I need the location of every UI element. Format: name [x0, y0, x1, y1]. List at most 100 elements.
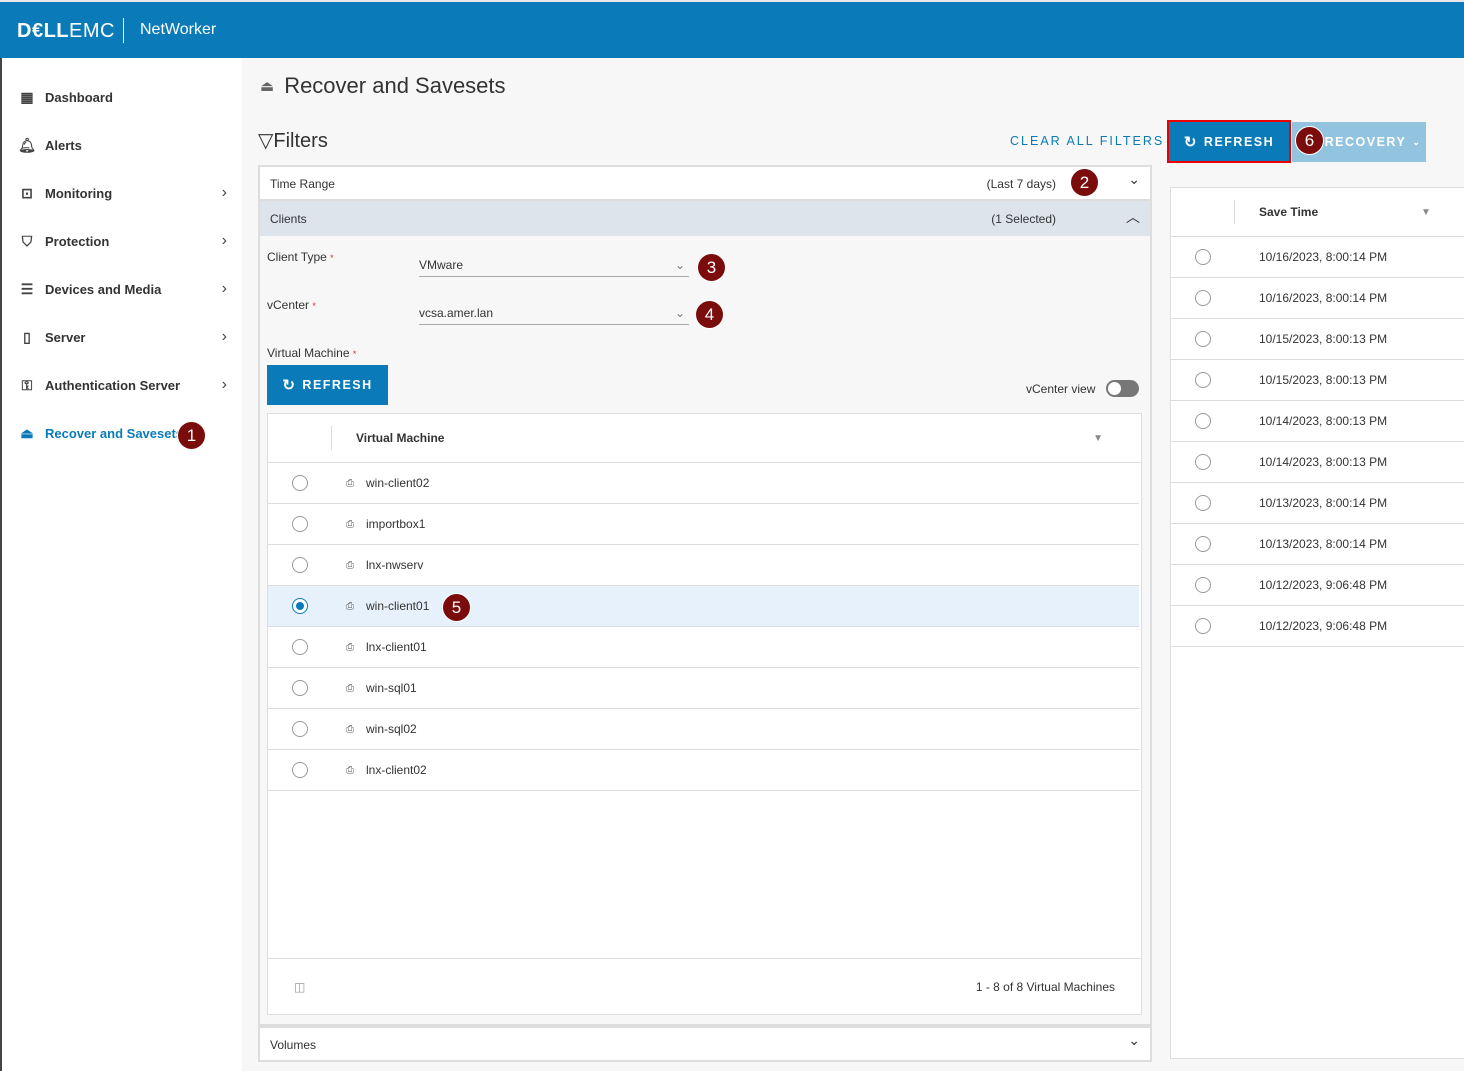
row-radio[interactable]	[292, 598, 308, 614]
vm-table-header: Virtual Machine ▼	[268, 414, 1141, 463]
chevron-down-icon[interactable]: ⌄	[1128, 171, 1140, 187]
sidebar-item-authentication-server[interactable]: ⚿ Authentication Server ›	[17, 373, 227, 397]
row-radio[interactable]	[1195, 577, 1211, 593]
save-time: 10/16/2023, 8:00:14 PM	[1259, 291, 1388, 305]
save-time: 10/15/2023, 8:00:13 PM	[1259, 373, 1388, 387]
auth-server-icon: ⚿	[21, 376, 33, 393]
row-radio[interactable]	[1195, 249, 1211, 265]
save-time: 10/16/2023, 8:00:14 PM	[1259, 250, 1388, 264]
column-chooser-icon[interactable]: ◫	[294, 979, 306, 994]
table-row[interactable]: ⎙ lnx-client02	[268, 750, 1139, 791]
volumes-label: Volumes	[270, 1038, 317, 1052]
row-radio[interactable]	[292, 475, 308, 491]
vm-icon: ⎙	[346, 723, 354, 735]
vm-name: win-client01	[366, 599, 430, 613]
filter-icon: ▽	[258, 130, 274, 152]
sidebar-item-label: Recover and Savesets	[45, 425, 184, 441]
vm-name: win-client02	[366, 476, 430, 490]
refresh-button[interactable]: ↻ REFRESH	[1167, 120, 1291, 163]
table-row[interactable]: ⎙ win-sql01	[268, 668, 1139, 709]
table-row[interactable]: 10/13/2023, 8:00:14 PM	[1171, 483, 1464, 524]
table-row[interactable]: 10/15/2023, 8:00:13 PM	[1171, 319, 1464, 360]
table-row[interactable]: 10/15/2023, 8:00:13 PM	[1171, 360, 1464, 401]
virtual-machine-label: Virtual Machine *	[267, 346, 357, 360]
table-row[interactable]: 10/14/2023, 8:00:13 PM	[1171, 442, 1464, 483]
vm-icon: ⎙	[346, 518, 354, 530]
row-radio[interactable]	[292, 762, 308, 778]
vm-pagination-text: 1 - 8 of 8 Virtual Machines	[975, 979, 1115, 994]
table-row[interactable]: 10/16/2023, 8:00:14 PM	[1171, 237, 1464, 278]
client-type-select[interactable]: VMware ⌄	[419, 253, 689, 277]
row-radio[interactable]	[1195, 331, 1211, 347]
vm-table: Virtual Machine ▼ ⎙ win-client02 ⎙ importbo…	[267, 413, 1142, 1015]
vcenter-view-toggle[interactable]	[1106, 380, 1139, 397]
dell-emc-logo: D€LLEMC	[17, 20, 115, 42]
dashboard-icon: ▦	[20, 88, 34, 105]
table-row[interactable]: ⎙ win-client01	[268, 586, 1139, 627]
sidebar-item-dashboard[interactable]: ▦ Dashboard	[17, 85, 227, 109]
row-radio[interactable]	[1195, 454, 1211, 470]
chevron-down-icon[interactable]: ⌄	[1128, 1032, 1140, 1048]
sidebar-item-label: Server	[45, 329, 86, 345]
vm-name: lnx-client02	[366, 763, 427, 777]
saveset-table: Save Time ▼ 10/16/2023, 8:00:14 PM 10/16/…	[1170, 187, 1464, 1059]
table-row[interactable]: ⎙ win-client02	[268, 463, 1139, 504]
row-radio[interactable]	[1195, 618, 1211, 634]
row-radio[interactable]	[292, 516, 308, 532]
clients-value: (1 Selected)	[991, 211, 1056, 226]
recover-icon: ⏏	[20, 424, 34, 441]
table-row[interactable]: 10/12/2023, 9:06:48 PM	[1171, 606, 1464, 647]
refresh-label: REFRESH	[1203, 134, 1275, 149]
sidebar-item-recover-and-savesets[interactable]: ⏏ Recover and Savesets	[17, 421, 227, 445]
row-radio[interactable]	[1195, 372, 1211, 388]
table-row[interactable]: 10/12/2023, 9:06:48 PM	[1171, 565, 1464, 606]
time-range-section[interactable]: Time Range (Last 7 days) ⌄	[258, 165, 1152, 201]
sidebar-item-server[interactable]: ▯ Server ›	[17, 325, 227, 349]
filter-icon[interactable]: ▼	[1093, 432, 1103, 444]
row-radio[interactable]	[292, 557, 308, 573]
vm-refresh-button[interactable]: ↻ REFRESH	[267, 365, 388, 405]
row-radio[interactable]	[292, 721, 308, 737]
vm-name: lnx-nwserv	[366, 558, 424, 572]
clear-all-filters-link[interactable]: CLEAR ALL FILTERS	[1010, 134, 1165, 148]
row-radio[interactable]	[292, 639, 308, 655]
sidebar-item-label: Devices and Media	[45, 281, 162, 297]
table-row[interactable]: ⎙ win-sql02	[268, 709, 1139, 750]
step-badge: 1	[177, 421, 206, 450]
sidebar-item-protection[interactable]: ⛉ Protection ›	[17, 229, 227, 253]
sidebar-item-monitoring[interactable]: ⊡ Monitoring ›	[17, 181, 227, 205]
row-radio[interactable]	[1195, 536, 1211, 552]
volumes-section[interactable]: Volumes ⌄	[258, 1026, 1152, 1062]
chevron-up-icon[interactable]: ︿	[1126, 209, 1140, 225]
filter-icon[interactable]: ▼	[1421, 206, 1431, 218]
sidebar-item-label: Alerts	[45, 137, 82, 153]
table-row[interactable]: 10/14/2023, 8:00:13 PM	[1171, 401, 1464, 442]
row-radio[interactable]	[1195, 413, 1211, 429]
save-time: 10/14/2023, 8:00:13 PM	[1259, 414, 1388, 428]
table-row[interactable]: 10/13/2023, 8:00:14 PM	[1171, 524, 1464, 565]
sidebar-item-devices-and-media[interactable]: ☰ Devices and Media ›	[17, 277, 227, 301]
shield-icon: ⛉	[21, 232, 33, 249]
sidebar-item-alerts[interactable]: 🔔︎ Alerts	[17, 133, 227, 157]
table-row[interactable]: ⎙ lnx-nwserv	[268, 545, 1139, 586]
server-icon: ▯	[23, 328, 31, 345]
table-row[interactable]: ⎙ importbox1	[268, 504, 1139, 545]
chevron-right-icon: ›	[221, 232, 227, 249]
save-time: 10/15/2023, 8:00:13 PM	[1259, 332, 1388, 346]
client-type-value: VMware	[419, 257, 464, 272]
save-time-header[interactable]: Save Time	[1259, 205, 1319, 219]
step-badge: 5	[442, 593, 471, 622]
row-radio[interactable]	[1195, 290, 1211, 306]
row-radio[interactable]	[1195, 495, 1211, 511]
vm-icon: ⎙	[346, 559, 354, 571]
row-radio[interactable]	[292, 680, 308, 696]
vcenter-select[interactable]: vcsa.amer.lan ⌄	[419, 301, 689, 325]
vm-column-header[interactable]: Virtual Machine	[356, 431, 445, 445]
vm-icon: ⎙	[346, 764, 354, 776]
vm-name: win-sql02	[366, 722, 417, 736]
step-badge: 6	[1295, 126, 1324, 155]
table-row[interactable]: 10/16/2023, 8:00:14 PM	[1171, 278, 1464, 319]
refresh-icon: ↻	[282, 377, 297, 394]
sidebar-item-label: Monitoring	[45, 185, 113, 201]
table-row[interactable]: ⎙ lnx-client01	[268, 627, 1139, 668]
